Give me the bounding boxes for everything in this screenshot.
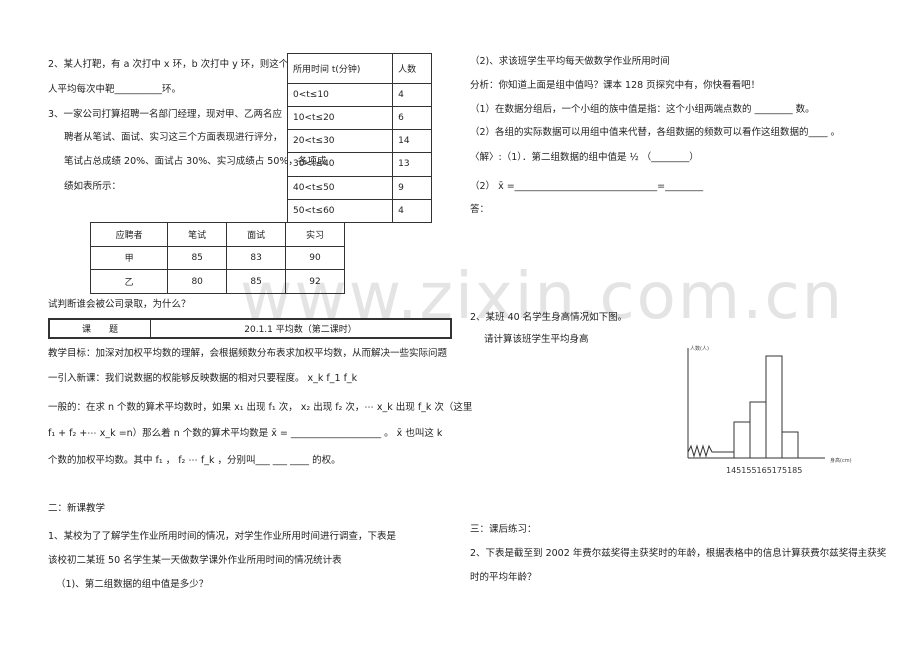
- text-line: 二：新课教学: [48, 503, 106, 514]
- text-line: （2)、求该班学生平均每天做数学作业所用时间: [470, 56, 670, 67]
- text-line: 试判断谁会被公司录取，为什么？: [48, 299, 191, 310]
- text-line: 一般的：在求 n 个数的算术平均数时，如果 x₁ 出现 f₁ 次， x₂ 出现 …: [48, 402, 473, 413]
- cell: 4: [392, 82, 432, 107]
- text-line: 人平均每次中靶__________环。: [48, 84, 182, 95]
- cell: 13: [392, 152, 432, 177]
- cell: 30<t≤40: [286, 152, 394, 177]
- time-table: 所用时间 t(分钟) 人数 0<t≤10 4 10<t≤20 6 20<t≤30 14 …: [286, 53, 432, 224]
- cell: 90: [285, 245, 345, 271]
- cell: 甲: [89, 245, 169, 271]
- bar: [765, 355, 783, 459]
- text-line: 三：课后练习：: [470, 524, 537, 535]
- text-line: 个数的加权平均数。其中 f₁ ， f₂ ⋯ f_k ，分别叫___ ___ __…: [48, 455, 341, 466]
- text-line: 教学目标：加深对加权平均数的理解，会根据频数分布表求加权平均数，从而解决一些实际…: [48, 348, 448, 359]
- cell: 9: [392, 175, 432, 200]
- text-line: （2）各组的实际数据可以用组中值来代替，各组数据的频数可以看作这组数据的____…: [470, 127, 841, 138]
- text-line: 2、下表是截至到 2002 年费尔兹奖得主获奖时的年龄，根据表格中的信息计算获费…: [470, 548, 887, 559]
- text-line: 时的平均年龄？: [470, 572, 537, 583]
- cell: 0<t≤10: [286, 82, 394, 107]
- bar: [749, 401, 767, 459]
- topic-box: 课 题 20.1.1 平均数（第二课时）: [48, 318, 452, 339]
- text-line: 聘者从笔试、面试、实习这三个方面表现进行评分，: [64, 132, 283, 143]
- cell: 应聘者: [89, 222, 169, 247]
- y-axis-label: 人数(人): [690, 345, 709, 352]
- text-line: （1）在数据分组后，一个小组的族中值是指：这个小组两端点数的 ________ …: [470, 104, 815, 115]
- text-line: 2、某班 40 名学生身高情况如下图。: [470, 312, 628, 323]
- cell: 85: [167, 245, 228, 271]
- text-line: 笔试占总成绩 20%、面试占 30%、实习成绩占 50%，各项成: [64, 156, 327, 167]
- text-line: 一引入新课：我们说数据的权能够反映数据的相对只要程度。 x_k f_1 f_k: [48, 373, 358, 384]
- cell: 92: [285, 269, 345, 294]
- cell: 50<t≤60: [286, 198, 394, 224]
- text-line: 分析：你知道上面是组中值吗？课本 128 页探究中有，你快看看吧！: [470, 80, 761, 91]
- axis-break: [687, 444, 734, 458]
- cell: 笔试: [167, 222, 228, 247]
- cell: 4: [392, 198, 432, 224]
- cell: 乙: [89, 269, 169, 294]
- cell: 20<t≤30: [286, 129, 394, 154]
- cell: 实习: [285, 222, 345, 247]
- x-tick-labels: 145155165175185: [726, 466, 802, 475]
- bar: [781, 431, 799, 459]
- cell: 人数: [392, 53, 432, 84]
- text-line: 绩如表所示：: [64, 181, 122, 192]
- cell: 80: [167, 269, 228, 294]
- text-line: （1)、第二组数据的组中值是多少？: [56, 579, 209, 590]
- cell: 40<t≤50: [286, 175, 394, 200]
- text-line: 1、某校为了了解学生作业所用时间的情况，对学生作业所用时间进行调查，下表是: [48, 531, 397, 542]
- text-line: 请计算该班学生平均身高: [484, 334, 589, 345]
- cell: 6: [392, 105, 432, 131]
- cell: 85: [226, 269, 287, 294]
- cell: 83: [226, 245, 287, 271]
- cell: 20.1.1 平均数（第二课时）: [150, 318, 452, 339]
- text-line: 答：: [470, 204, 490, 215]
- cell: 所用时间 t(分钟): [286, 53, 394, 84]
- cell: 面试: [226, 222, 287, 247]
- text-line: 3、一家公司打算招聘一名部门经理，现对甲、乙两名应: [48, 109, 283, 120]
- x-axis-label: 身高(cm): [830, 457, 852, 464]
- text-line: 〈解〉:（1）．第二组数据的组中值是 ½ （________）: [470, 152, 699, 163]
- bar: [733, 421, 751, 459]
- cell: 10<t≤20: [286, 105, 394, 131]
- cell: 14: [392, 129, 432, 154]
- histogram: 人数(人) 身高(cm) 145155165175185: [687, 345, 852, 475]
- text-line: f₁ + f₂ +⋯ x_k =n）那么着 n 个数的算术平均数是 x̄ = _…: [48, 428, 443, 439]
- text-line: 2、某人打靶，有 a 次打中 x 环，b 次打中 y 环，则这个: [48, 59, 289, 70]
- text-line: 该校初二某班 50 名学生某一天做数学课外作业所用时间的情况统计表: [48, 555, 342, 566]
- text-line: （2） x̄ =______________________________=_…: [470, 181, 704, 192]
- score-table: 应聘者 笔试 面试 实习 甲 85 83 90 乙 80 85 92: [89, 222, 345, 294]
- cell: 课 题: [48, 318, 151, 339]
